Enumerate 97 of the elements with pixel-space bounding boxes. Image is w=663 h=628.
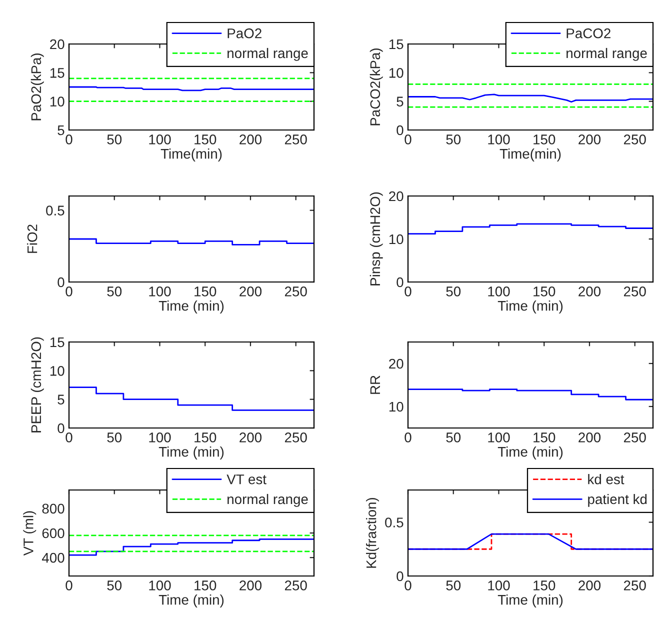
y-tick-label: 15 bbox=[389, 39, 404, 50]
legend-label: PaCO2 bbox=[566, 28, 610, 38]
x-axis-title: Time (min) bbox=[498, 594, 563, 608]
y-axis-title: Kd(fraction) bbox=[366, 498, 379, 568]
y-tick-label: 10 bbox=[389, 68, 404, 78]
y-tick-label: 0 bbox=[58, 423, 64, 434]
x-tick-label: 50 bbox=[107, 286, 122, 296]
x-tick-label: 250 bbox=[284, 580, 307, 590]
y-tick-label: 0 bbox=[58, 277, 64, 288]
x-tick-label: 0 bbox=[66, 286, 72, 296]
x-tick-label: 0 bbox=[404, 580, 412, 590]
x-tick-label: 200 bbox=[578, 432, 601, 442]
x-axis-title: Time (min) bbox=[498, 446, 563, 460]
x-tick-label: 150 bbox=[194, 580, 216, 590]
x-tick-label: 0 bbox=[66, 134, 72, 144]
x-tick-label: 250 bbox=[284, 286, 307, 296]
y-tick-label: 10 bbox=[389, 402, 404, 412]
y-tick-label: 5 bbox=[58, 125, 64, 136]
x-tick-label: 0 bbox=[404, 134, 412, 144]
legend-label: normal range bbox=[228, 494, 308, 507]
y-tick-label: 10 bbox=[50, 366, 64, 376]
x-tick-label: 100 bbox=[488, 432, 510, 442]
x-tick-label: 50 bbox=[446, 432, 461, 442]
x-tick-label: 100 bbox=[149, 134, 171, 144]
x-tick-label: 100 bbox=[149, 580, 171, 590]
x-tick-label: 0 bbox=[404, 286, 412, 296]
y-tick-label: 10 bbox=[50, 96, 64, 107]
x-tick-label: 50 bbox=[446, 580, 461, 590]
y-tick-label: 0 bbox=[396, 571, 404, 582]
y-tick-label: 20 bbox=[389, 358, 404, 369]
y-axis-title: PaO2(kPa) bbox=[30, 54, 44, 120]
x-tick-label: 250 bbox=[624, 134, 646, 144]
x-tick-label: 200 bbox=[240, 286, 262, 296]
y-axis-title: Pinsp (cmH2O) bbox=[370, 192, 383, 286]
y-tick-label: 0 bbox=[396, 277, 404, 288]
x-tick-label: 250 bbox=[284, 432, 307, 442]
x-axis-title: Time(min) bbox=[160, 148, 222, 162]
legend-label: normal range bbox=[228, 48, 308, 61]
x-tick-label: 0 bbox=[66, 432, 72, 442]
y-axis-title: PaCO2(kPa) bbox=[370, 48, 383, 126]
y-tick-label: 15 bbox=[50, 68, 64, 78]
y-tick-label: 0.5 bbox=[46, 206, 64, 216]
x-axis-title: Time (min) bbox=[158, 300, 224, 314]
x-tick-label: 150 bbox=[194, 134, 216, 144]
x-axis-title: Time (min) bbox=[158, 594, 224, 608]
legend-label: kd est bbox=[588, 474, 624, 484]
y-tick-label: 600 bbox=[42, 528, 64, 538]
x-tick-label: 150 bbox=[194, 286, 216, 296]
y-axis-title: FiO2 bbox=[27, 224, 38, 253]
x-tick-label: 250 bbox=[284, 134, 307, 144]
x-tick-label: 200 bbox=[578, 134, 601, 144]
x-tick-label: 0 bbox=[404, 432, 412, 442]
x-tick-label: 100 bbox=[149, 432, 171, 442]
x-tick-label: 200 bbox=[578, 580, 601, 590]
y-axis-title: VT (ml) bbox=[23, 511, 36, 556]
legend-label: patient kd bbox=[588, 494, 647, 507]
x-tick-label: 150 bbox=[194, 432, 216, 442]
x-tick-label: 250 bbox=[624, 286, 646, 296]
y-axis-title: PEEP (cmH2O) bbox=[30, 337, 44, 432]
x-tick-label: 50 bbox=[107, 134, 122, 144]
x-tick-label: 200 bbox=[240, 432, 262, 442]
x-tick-label: 100 bbox=[149, 286, 171, 296]
y-tick-label: 800 bbox=[42, 504, 64, 514]
x-tick-label: 250 bbox=[624, 432, 646, 442]
x-tick-label: 50 bbox=[107, 432, 122, 442]
x-tick-label: 150 bbox=[534, 580, 556, 590]
x-tick-label: 100 bbox=[488, 580, 510, 590]
y-tick-label: 15 bbox=[50, 337, 64, 348]
x-axis-title: Time (min) bbox=[158, 446, 224, 460]
y-tick-label: 5 bbox=[396, 96, 404, 107]
x-tick-label: 200 bbox=[240, 580, 262, 590]
x-tick-label: 200 bbox=[240, 134, 262, 144]
y-axis-title: RR bbox=[370, 376, 380, 394]
x-tick-label: 150 bbox=[534, 286, 556, 296]
x-tick-label: 50 bbox=[446, 134, 461, 144]
legend-label: normal range bbox=[566, 48, 647, 61]
y-tick-label: 0.5 bbox=[385, 518, 404, 528]
y-tick-label: 0 bbox=[396, 125, 404, 136]
y-tick-label: 5 bbox=[58, 394, 64, 405]
x-tick-label: 150 bbox=[534, 134, 556, 144]
x-tick-label: 250 bbox=[624, 580, 646, 590]
x-tick-label: 100 bbox=[488, 134, 510, 144]
x-tick-label: 150 bbox=[534, 432, 556, 442]
x-axis-title: Time(min) bbox=[500, 148, 561, 162]
y-tick-label: 20 bbox=[389, 191, 404, 202]
legend-label: PaO2 bbox=[228, 28, 262, 38]
x-tick-label: 100 bbox=[488, 286, 510, 296]
x-tick-label: 0 bbox=[66, 580, 72, 590]
y-tick-label: 10 bbox=[389, 234, 404, 244]
legend-label: VT est bbox=[226, 474, 266, 484]
x-tick-label: 200 bbox=[578, 286, 601, 296]
y-tick-label: 20 bbox=[50, 39, 64, 50]
x-tick-label: 50 bbox=[446, 286, 461, 296]
y-tick-label: 400 bbox=[42, 552, 64, 563]
x-axis-title: Time (min) bbox=[498, 300, 563, 314]
x-tick-label: 50 bbox=[107, 580, 122, 590]
line-series bbox=[408, 94, 653, 103]
